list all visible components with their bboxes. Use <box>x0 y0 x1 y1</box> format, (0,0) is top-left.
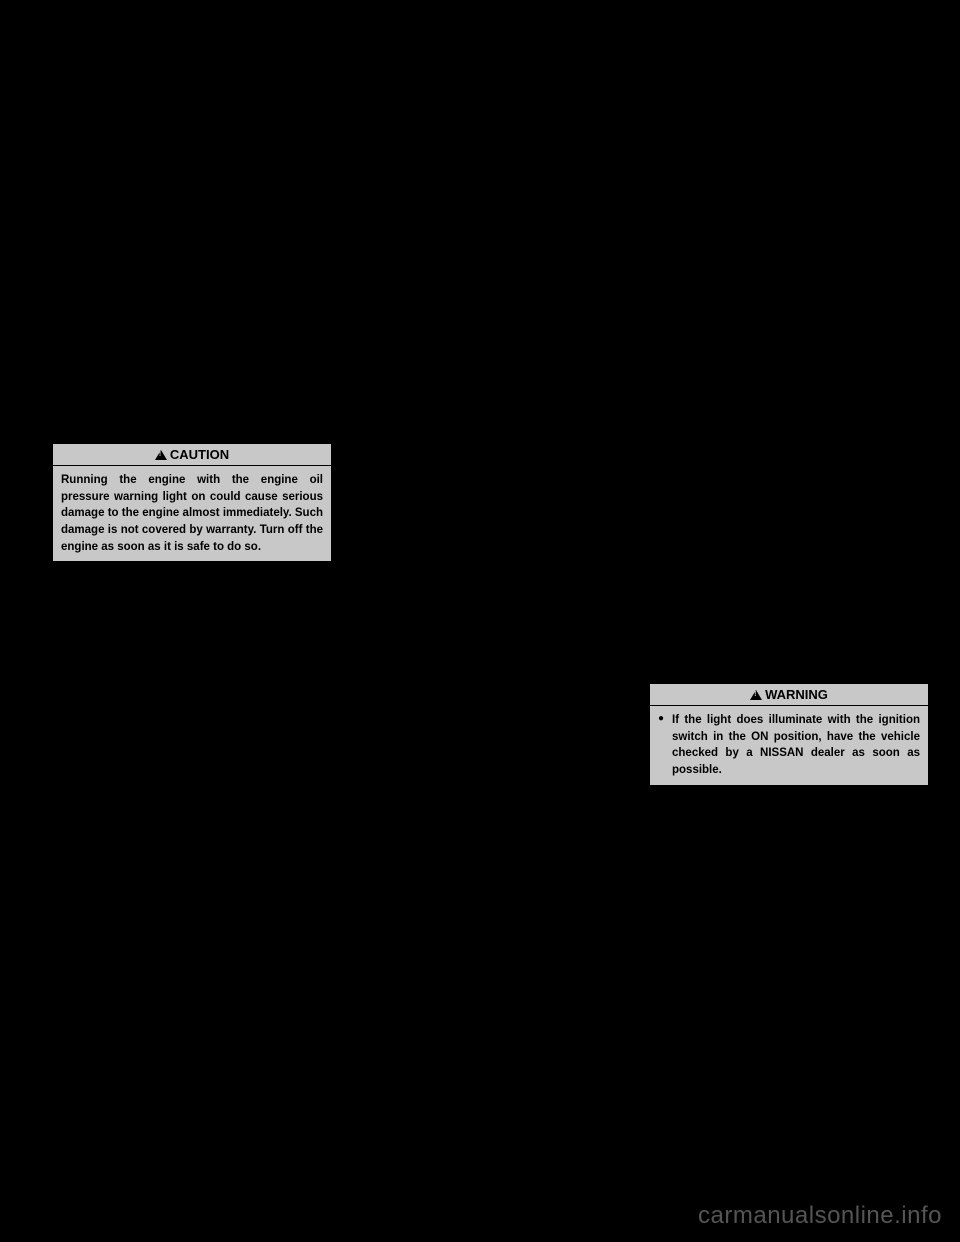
warning-header-text: WARNING <box>765 687 828 702</box>
warning-box: WARNING If the light does illuminate wit… <box>649 683 929 786</box>
caution-header: CAUTION <box>53 444 331 466</box>
caution-body-text: Running the engine with the engine oil p… <box>53 466 331 561</box>
watermark-text: carmanualsonline.info <box>698 1202 942 1230</box>
caution-box: CAUTION Running the engine with the engi… <box>52 443 332 562</box>
warning-body: If the light does illuminate with the ig… <box>650 706 928 785</box>
caution-header-text: CAUTION <box>170 447 229 462</box>
caution-triangle-icon <box>155 450 167 460</box>
warning-triangle-icon <box>750 690 762 700</box>
warning-header: WARNING <box>650 684 928 706</box>
warning-list: If the light does illuminate with the ig… <box>658 712 920 779</box>
warning-item-1: If the light does illuminate with the ig… <box>658 712 920 779</box>
